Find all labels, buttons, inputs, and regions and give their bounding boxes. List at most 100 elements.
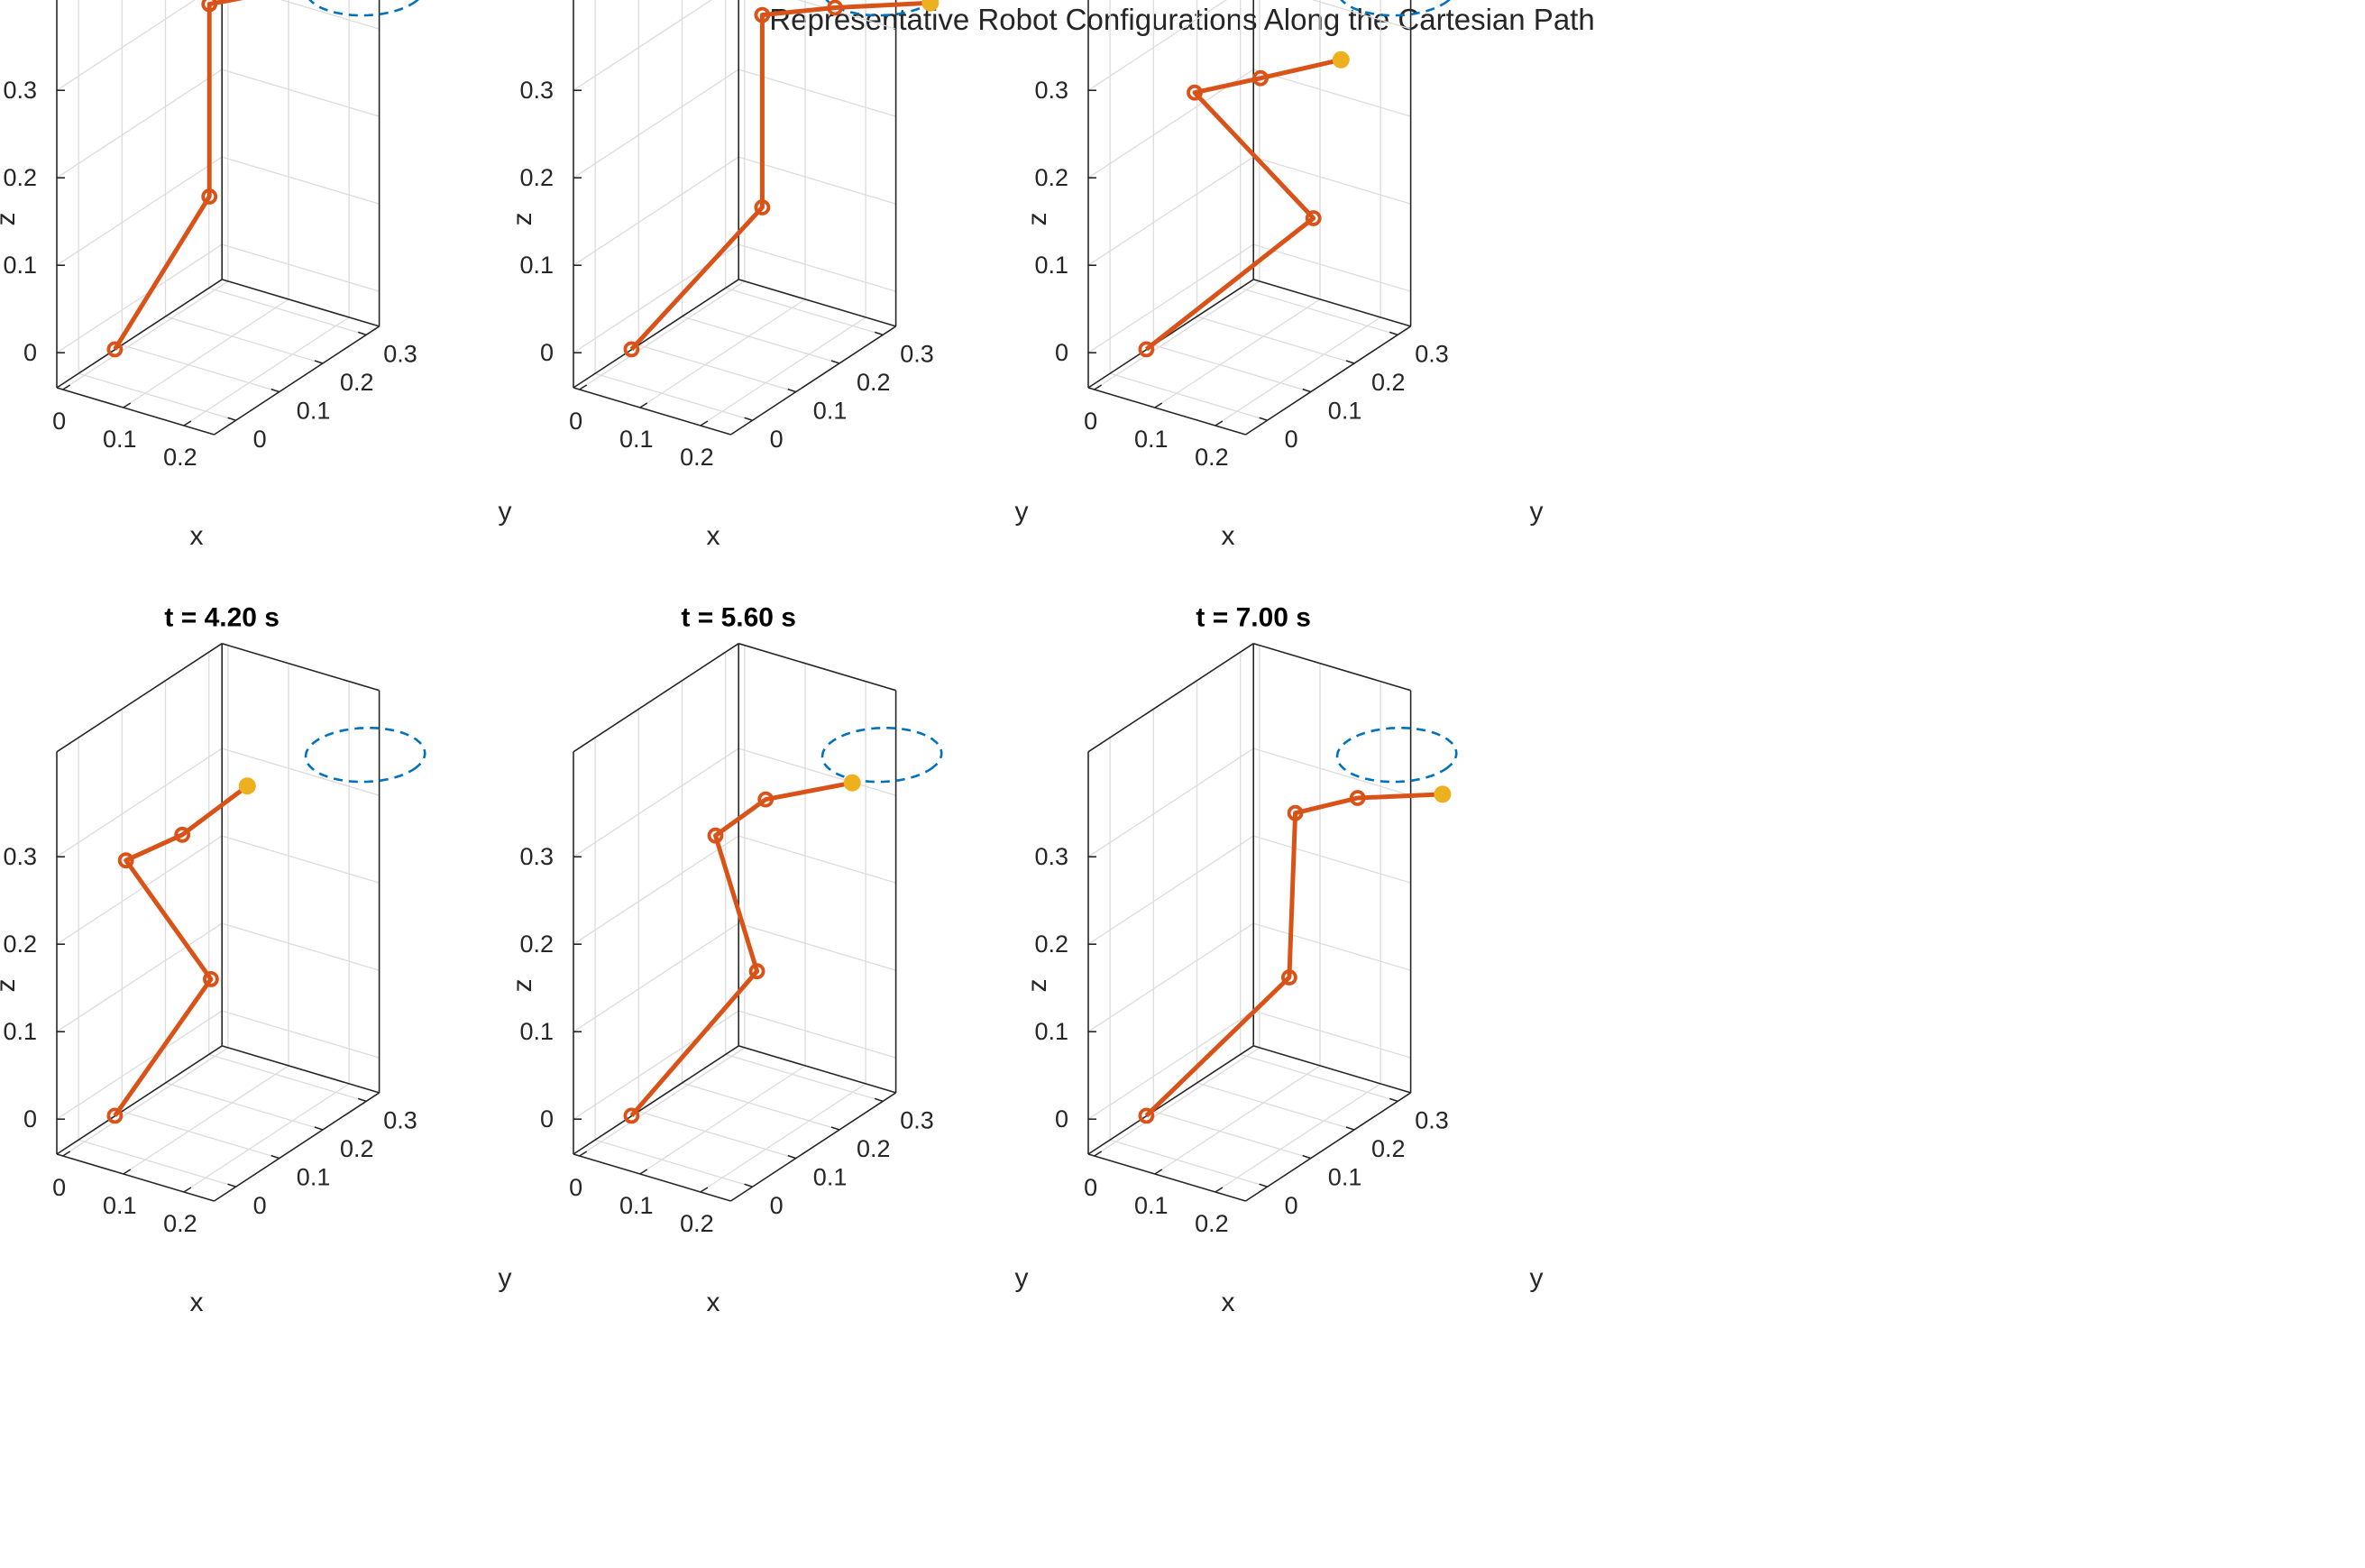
x-tick	[123, 402, 132, 408]
grid-line-y	[638, 1110, 796, 1160]
axes-box-edge	[730, 1092, 897, 1202]
grid-line-z	[573, 922, 739, 1032]
grid-line-x	[579, 280, 746, 390]
y-tick	[357, 1097, 367, 1103]
y-tick	[744, 417, 753, 421]
x-axis-label: x	[707, 521, 720, 551]
z-tick-label: 0.3	[519, 843, 554, 870]
grid-line-z	[222, 1010, 380, 1059]
grid-line-x	[123, 298, 289, 408]
grid-line-z	[796, 0, 896, 30]
axes-box-edge	[56, 1045, 223, 1155]
grid-line-x	[123, 1065, 289, 1175]
z-tick-label: 0	[1055, 339, 1068, 366]
y-tick	[1345, 360, 1355, 364]
grid-line-z	[1253, 69, 1411, 117]
robot-links	[1144, 57, 1342, 352]
grid-line-z	[1087, 156, 1254, 266]
joint-marker	[1138, 1107, 1155, 1124]
grid-line-z	[56, 922, 223, 1032]
x-tick	[183, 1187, 192, 1193]
end-effector-marker	[238, 777, 256, 795]
grid-line-z	[1087, 1010, 1254, 1120]
y-axis-label: y	[1530, 497, 1544, 527]
y-tick-label: 0.2	[1371, 369, 1406, 396]
z-axis-label: z	[0, 979, 21, 993]
y-tick	[1259, 1183, 1268, 1187]
axes-box-edge	[1252, 1045, 1411, 1094]
x-axis-label: x	[190, 521, 204, 551]
x-axis-label: x	[707, 1288, 720, 1317]
grid-line-z	[1087, 0, 1228, 91]
y-tick	[314, 360, 324, 364]
z-tick-label: 0.2	[519, 931, 554, 958]
grid-line-x	[700, 1083, 866, 1193]
z-tick-label: 0.1	[1034, 252, 1068, 279]
x-tick-label: 0	[52, 408, 66, 435]
z-tick-label: 0.1	[3, 1018, 37, 1045]
axes-box-edge	[1087, 279, 1254, 389]
grid-line-x	[62, 280, 229, 390]
y-tick-label: 0.3	[900, 1106, 934, 1133]
subplot-5: 0 0.1 0.2 0.3 0 0.1 0.2 0 0.1 0.2 0.3 x y z t = 5.60 s	[508, 603, 1029, 1317]
z-tick-label: 0.1	[519, 1018, 554, 1045]
x-tick-label: 0.1	[1134, 1192, 1169, 1219]
grid-line-y	[1153, 1110, 1311, 1160]
axes-box-edge	[1245, 326, 1412, 436]
grid-line-z	[573, 69, 739, 179]
x-tick	[579, 1151, 588, 1157]
z-tick-label: 0.2	[519, 164, 554, 191]
grid-line-z	[222, 922, 380, 971]
axes-box-edge	[214, 326, 380, 436]
joint-marker	[1349, 790, 1366, 806]
x-tick-label: 0	[569, 408, 582, 435]
reference-path	[820, 727, 943, 784]
grid-line-z	[56, 69, 223, 179]
grid-line-y	[1196, 1082, 1355, 1131]
z-tick-label: 0.2	[1034, 931, 1068, 958]
x-tick	[639, 1169, 648, 1175]
grid-line-y	[1109, 372, 1268, 421]
x-tick	[1094, 1151, 1103, 1157]
y-tick	[270, 1154, 280, 1160]
z-axis-label: z	[508, 213, 537, 226]
grid-line-z	[1253, 243, 1411, 292]
z-tick-label: 0	[23, 339, 37, 366]
y-tick-label: 0.1	[813, 398, 848, 425]
grid-line-z	[1253, 922, 1411, 971]
x-tick-label: 0.2	[680, 1210, 714, 1237]
joint-marker	[754, 199, 771, 215]
axes-box-edge	[1245, 1092, 1412, 1202]
reference-path	[308, 0, 419, 17]
grid-line-z	[738, 747, 896, 796]
grid-line-x	[639, 298, 806, 408]
x-tick	[1154, 402, 1163, 408]
y-tick-label: 0	[1285, 426, 1298, 453]
joint-marker	[1252, 69, 1269, 87]
y-tick-label: 0.3	[900, 340, 934, 367]
grid-line-z	[56, 156, 223, 266]
axes-box-edge	[221, 642, 380, 692]
joint-marker	[106, 1107, 124, 1124]
y-tick-label: 0.2	[857, 1135, 891, 1162]
y-tick-label: 0	[770, 1192, 784, 1219]
end-effector-marker	[1332, 50, 1350, 69]
axes-box-edge	[738, 279, 896, 327]
grid-line-y	[122, 344, 280, 393]
y-tick	[270, 388, 280, 393]
subplot-title: t = 4.20 s	[164, 603, 280, 633]
y-tick-label: 0	[253, 426, 267, 453]
grid-line-y	[1240, 287, 1398, 336]
axes-box-edge	[214, 1092, 380, 1202]
joint-marker	[827, 0, 843, 16]
z-tick-label: 0.2	[1034, 164, 1068, 191]
grid-line-x	[700, 316, 866, 426]
axes-box-edge	[1252, 642, 1411, 692]
z-axis-label: z	[0, 213, 21, 226]
grid-line-x	[639, 1065, 806, 1175]
x-tick-label: 0	[1084, 408, 1097, 435]
grid-line-y	[594, 1139, 753, 1187]
y-tick-label: 0.1	[1328, 1164, 1362, 1191]
grid-line-z	[222, 69, 380, 117]
grid-line-x	[1215, 316, 1381, 426]
